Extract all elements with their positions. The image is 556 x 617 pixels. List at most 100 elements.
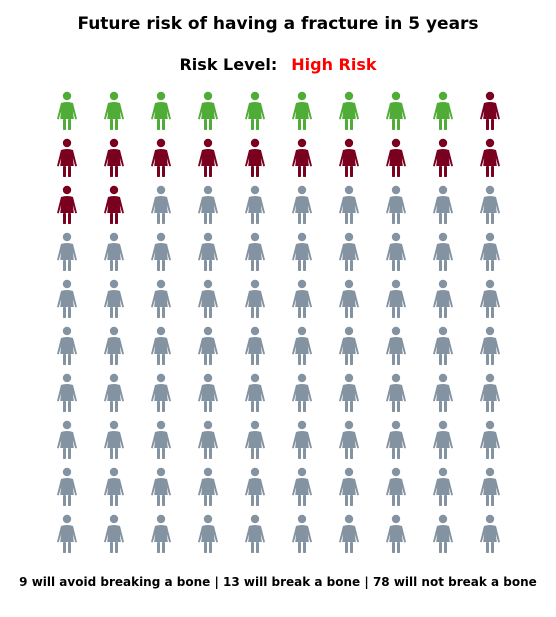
- woman-figure-icon: [57, 467, 77, 506]
- woman-figure-icon: [480, 420, 500, 459]
- woman-figure-icon: [339, 514, 359, 553]
- woman-figure-icon: [339, 467, 359, 506]
- woman-figure-icon: [245, 514, 265, 553]
- woman-figure-icon: [104, 138, 124, 177]
- woman-figure-icon: [104, 91, 124, 130]
- woman-figure-icon: [57, 420, 77, 459]
- woman-figure-icon: [151, 373, 171, 412]
- woman-figure-icon: [57, 326, 77, 365]
- woman-figure-icon: [151, 514, 171, 553]
- woman-figure-icon: [245, 420, 265, 459]
- woman-figure-icon: [386, 420, 406, 459]
- woman-figure-icon: [245, 138, 265, 177]
- woman-figure-icon: [57, 373, 77, 412]
- woman-figure-icon: [339, 185, 359, 224]
- woman-figure-icon: [433, 467, 453, 506]
- woman-figure-icon: [433, 373, 453, 412]
- woman-figure-icon: [386, 326, 406, 365]
- woman-figure-icon: [386, 279, 406, 318]
- woman-figure-icon: [292, 373, 312, 412]
- woman-figure-icon: [245, 326, 265, 365]
- woman-figure-icon: [480, 232, 500, 271]
- woman-figure-icon: [386, 232, 406, 271]
- woman-figure-icon: [151, 279, 171, 318]
- woman-figure-icon: [480, 514, 500, 553]
- woman-figure-icon: [339, 420, 359, 459]
- woman-figure-icon: [480, 467, 500, 506]
- woman-figure-icon: [198, 326, 218, 365]
- woman-figure-icon: [104, 420, 124, 459]
- woman-figure-icon: [245, 91, 265, 130]
- woman-figure-icon: [151, 185, 171, 224]
- woman-figure-icon: [57, 279, 77, 318]
- woman-figure-icon: [433, 420, 453, 459]
- woman-figure-icon: [292, 91, 312, 130]
- woman-figure-icon: [339, 373, 359, 412]
- woman-figure-icon: [198, 279, 218, 318]
- woman-figure-icon: [292, 138, 312, 177]
- woman-figure-icon: [292, 514, 312, 553]
- woman-figure-icon: [198, 185, 218, 224]
- woman-figure-icon: [386, 514, 406, 553]
- woman-figure-icon: [292, 326, 312, 365]
- woman-figure-icon: [480, 185, 500, 224]
- woman-figure-icon: [198, 420, 218, 459]
- woman-figure-icon: [433, 326, 453, 365]
- woman-figure-icon: [57, 232, 77, 271]
- woman-figure-icon: [104, 279, 124, 318]
- woman-figure-icon: [104, 185, 124, 224]
- woman-figure-icon: [104, 326, 124, 365]
- woman-figure-icon: [433, 232, 453, 271]
- woman-figure-icon: [245, 232, 265, 271]
- woman-figure-icon: [292, 232, 312, 271]
- woman-figure-icon: [292, 420, 312, 459]
- chart-title: Future risk of having a fracture in 5 ye…: [77, 14, 479, 34]
- woman-figure-icon: [433, 185, 453, 224]
- woman-figure-icon: [339, 232, 359, 271]
- woman-figure-icon: [151, 138, 171, 177]
- woman-figure-icon: [57, 185, 77, 224]
- woman-figure-icon: [292, 185, 312, 224]
- woman-figure-icon: [245, 185, 265, 224]
- risk-level-line: Risk Level: High Risk: [0, 55, 556, 74]
- woman-figure-icon: [480, 326, 500, 365]
- chart-footer-summary: 9 will avoid breaking a bone | 13 will b…: [19, 575, 537, 589]
- woman-figure-icon: [386, 185, 406, 224]
- woman-figure-icon: [433, 279, 453, 318]
- woman-figure-icon: [198, 514, 218, 553]
- woman-figure-icon: [151, 91, 171, 130]
- woman-figure-icon: [151, 420, 171, 459]
- woman-figure-icon: [198, 373, 218, 412]
- woman-figure-icon: [480, 91, 500, 130]
- woman-figure-icon: [151, 326, 171, 365]
- woman-figure-icon: [339, 279, 359, 318]
- woman-figure-icon: [386, 373, 406, 412]
- woman-figure-icon: [339, 138, 359, 177]
- woman-figure-icon: [480, 279, 500, 318]
- woman-figure-icon: [104, 514, 124, 553]
- woman-figure-icon: [198, 467, 218, 506]
- woman-figure-icon: [151, 467, 171, 506]
- woman-figure-icon: [151, 232, 171, 271]
- woman-figure-icon: [104, 467, 124, 506]
- woman-figure-icon: [245, 279, 265, 318]
- woman-figure-icon: [245, 467, 265, 506]
- woman-figure-icon: [292, 467, 312, 506]
- woman-figure-icon: [433, 91, 453, 130]
- woman-figure-icon: [104, 232, 124, 271]
- woman-figure-icon: [433, 138, 453, 177]
- woman-figure-icon: [339, 91, 359, 130]
- woman-figure-icon: [480, 138, 500, 177]
- woman-figure-icon: [386, 138, 406, 177]
- woman-figure-icon: [198, 138, 218, 177]
- risk-level-value: High Risk: [291, 55, 377, 74]
- woman-figure-icon: [480, 373, 500, 412]
- woman-figure-icon: [57, 138, 77, 177]
- woman-figure-icon: [386, 91, 406, 130]
- woman-figure-icon: [57, 91, 77, 130]
- woman-figure-icon: [198, 232, 218, 271]
- woman-figure-icon: [57, 514, 77, 553]
- woman-figure-icon: [339, 326, 359, 365]
- woman-figure-icon: [386, 467, 406, 506]
